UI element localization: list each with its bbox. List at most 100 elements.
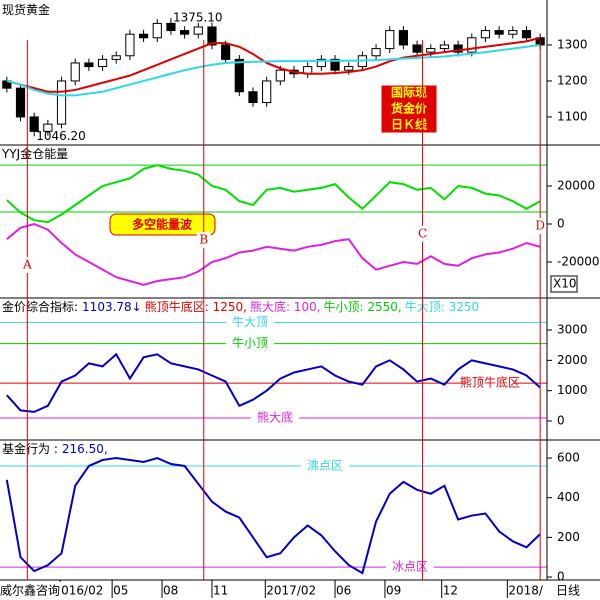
candle-body [125, 33, 135, 57]
y-tick-label: 3000 [557, 323, 588, 337]
chart-label: 货金价 [391, 101, 428, 116]
panel-title: YYJ金仓能量 [1, 146, 68, 161]
candle-body [426, 48, 436, 53]
candle-body [467, 37, 477, 53]
candle-body [15, 87, 26, 118]
x-tick-label: 12 [443, 584, 458, 598]
candle-body [84, 62, 94, 68]
candle-body [43, 123, 53, 132]
reference-label-bg [301, 458, 349, 473]
reference-label: 熊大底 [257, 409, 293, 424]
marker-label-bg [415, 226, 430, 242]
candle-body [385, 30, 395, 50]
y-tick-label: 0 [557, 414, 565, 428]
x-tick-label: 05 [113, 584, 128, 598]
y-tick-label: 2000 [557, 353, 588, 367]
price-annotation: 1046.20 [36, 129, 86, 143]
candle-body [97, 58, 108, 68]
candle-body [207, 26, 217, 46]
y-tick-label: 400 [557, 490, 580, 504]
scale-box [550, 275, 578, 293]
panel-title: 基金行为 : 216.50, [2, 441, 108, 456]
candle-body [398, 30, 409, 46]
reference-label-bg [226, 315, 274, 330]
candle-body [521, 30, 532, 39]
series-line [5, 456, 541, 575]
candle-body [56, 80, 67, 125]
marker-label: A [22, 258, 32, 272]
candle-body [111, 55, 121, 60]
series-line [6, 352, 541, 413]
badge-box [109, 213, 216, 236]
series-line [6, 164, 541, 224]
panel-title: 现货黄金 [2, 2, 50, 17]
period-bg [548, 582, 588, 599]
candle-body [180, 30, 190, 35]
y-tick-label: 1200 [557, 73, 588, 87]
reference-label: 牛小顶 [232, 335, 268, 350]
candle-body [508, 30, 518, 35]
title-text: 现货黄金 [2, 2, 50, 17]
title-text: 金价综合指标: [2, 299, 78, 314]
candle-body [480, 30, 491, 39]
reference-label: 冰点区 [392, 560, 428, 574]
reference-label-bg [251, 410, 299, 425]
candle-body [70, 62, 80, 82]
y-tick-label: 0 [557, 216, 565, 230]
x-tick-label: 2017/02 [266, 584, 316, 598]
reference-label: 沸点区 [307, 458, 343, 472]
period-label: 日线 [556, 584, 580, 598]
candle-body [494, 30, 504, 35]
candle-body [193, 26, 203, 35]
candle-body [453, 44, 463, 53]
marker-label-bg [533, 218, 548, 234]
candle-body [2, 80, 12, 89]
candle-body [138, 33, 149, 39]
y-tick-label: 0 [557, 570, 565, 584]
y-tick-label: 1300 [557, 37, 588, 51]
series-line [6, 222, 541, 286]
y-tick-label: 1100 [557, 109, 588, 123]
scale-label: X10 [553, 277, 577, 291]
y-tick-label: 600 [557, 451, 580, 465]
marker-label-bg [20, 257, 35, 273]
indicator-value: 牛大顶: 3250 [405, 299, 479, 314]
candle-body [371, 48, 381, 57]
marker-label-bg [196, 232, 211, 248]
candle-body [152, 22, 162, 39]
last-value: 1103.78↓ [82, 300, 142, 314]
reference-label-bg [226, 336, 274, 351]
x-tick-label: 2018/ [508, 584, 544, 598]
chart-label: 国际现 [391, 86, 427, 100]
candle-body [166, 22, 176, 32]
panel-title: 金价综合指标: 1103.78↓ 熊顶牛底区: 1250, 熊大底: 100, 牛小顶:… [2, 299, 479, 314]
candle-body [412, 44, 422, 53]
title-text: 基金行为 : [2, 441, 58, 456]
x-tick-label: 08 [163, 584, 178, 598]
candle-body [262, 80, 272, 104]
marker-label: B [199, 233, 208, 247]
source-bg [0, 582, 62, 599]
last-value: 216.50, [62, 442, 108, 456]
badge-text: 多空能量波 [132, 217, 193, 232]
indicator-value: 熊顶牛底区: 1250, [145, 299, 247, 314]
series-line [6, 36, 541, 93]
reference-label: 牛大顶 [232, 314, 268, 329]
x-tick-label: 016/02 [61, 584, 103, 598]
candle-body [344, 66, 354, 71]
y-tick-label: 20000 [557, 179, 595, 193]
reference-label-bg [466, 376, 514, 391]
candle-body [234, 58, 244, 93]
source-label: 威尔鑫咨询 [0, 583, 60, 598]
price-annotation: 1375.10 [173, 10, 223, 24]
reference-label: 熊顶牛底区 [460, 375, 520, 390]
candle-body [248, 91, 258, 104]
x-tick-label: 11 [213, 584, 228, 598]
candle-body [221, 44, 231, 60]
candle-body [316, 58, 326, 68]
chart-label: 日Ｋ线 [391, 117, 427, 132]
x-tick-label: 06 [336, 584, 351, 598]
series-line [6, 43, 541, 97]
y-tick-label: 1000 [557, 383, 588, 397]
